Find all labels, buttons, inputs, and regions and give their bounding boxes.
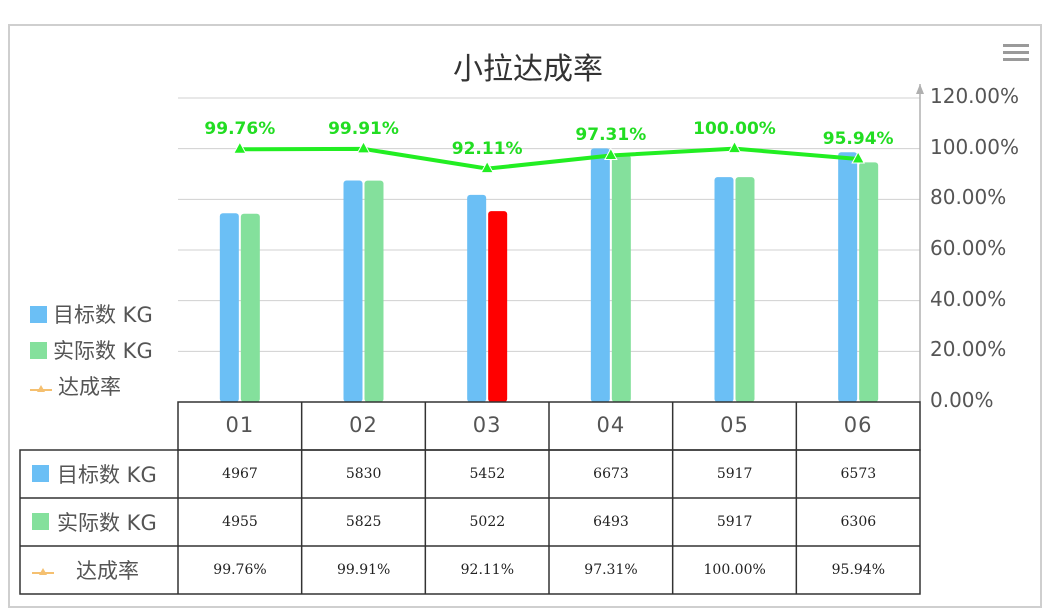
rate-data-label: 100.00% (693, 118, 776, 139)
bar-target (343, 180, 363, 402)
table-cell: 97.31% (584, 561, 638, 578)
table-cell: 99.91% (336, 561, 391, 578)
bar-target (838, 152, 858, 402)
rate-data-label: 99.91% (328, 118, 399, 139)
rate-point-marker (727, 140, 742, 154)
x-category-label: 04 (596, 413, 626, 437)
table-cell: 100.00% (703, 561, 766, 578)
table-row-label: 目标数 KG (20, 450, 178, 497)
rate-point-marker (480, 160, 495, 174)
bar-target (714, 177, 734, 402)
x-category-label: 02 (349, 413, 378, 437)
legend-item-rate[interactable]: 达成率 (30, 372, 121, 400)
table-cell: 4967 (222, 465, 258, 482)
y-tick-label: 40.00% (930, 286, 1007, 311)
table-cell: 5830 (345, 465, 382, 482)
table-cell: 6306 (840, 513, 877, 530)
axis-arrow-icon (916, 84, 924, 94)
table-cell: 5917 (716, 465, 753, 482)
table-body-border (19, 449, 921, 595)
y-tick-label: 20.00% (930, 337, 1007, 362)
legend-label-target: 目标数 KG (53, 303, 153, 327)
rate-data-label: 97.31% (575, 125, 647, 146)
bar-target (219, 213, 239, 402)
rate-point-marker (603, 147, 618, 160)
table-cell: 6493 (593, 513, 629, 530)
bar-actual (488, 211, 508, 402)
rate-line (239, 146, 859, 171)
table-row-label: 达成率 (20, 546, 178, 593)
y-tick-label: 120.00% (930, 84, 1019, 108)
legend-swatch-actual (30, 341, 47, 359)
rate-data-label: 92.11% (451, 138, 523, 159)
rate-data-label: 99.76% (204, 119, 276, 140)
table-cell: 5825 (345, 513, 382, 530)
bar-actual (364, 180, 384, 402)
legend-swatch-target (30, 305, 47, 323)
table-cell: 6673 (593, 465, 629, 482)
y-tick-label: 0.00% (930, 388, 994, 412)
chart-title: 小拉达成率 (453, 52, 603, 87)
legend-label-actual: 实际数 KG (53, 339, 153, 363)
table-line-marker-icon (32, 561, 54, 578)
x-category-label: 06 (843, 413, 873, 437)
rate-point-marker (851, 150, 866, 164)
table-swatch-actual (32, 513, 49, 530)
table-row-label: 实际数 KG (20, 498, 178, 545)
legend-label-rate: 达成率 (58, 375, 121, 399)
bar-target (467, 194, 487, 402)
rate-data-label: 95.94% (822, 128, 894, 149)
table-cell: 99.76% (213, 561, 267, 578)
rate-point-marker (356, 140, 371, 154)
bar-actual (611, 155, 631, 402)
table-cell: 92.11% (460, 561, 515, 578)
table-cell: 5022 (469, 513, 506, 530)
bar-target (590, 148, 610, 402)
legend-item-actual[interactable]: 实际数 KG (30, 336, 153, 364)
bar-actual (859, 162, 879, 402)
rate-point-marker (232, 141, 247, 154)
legend-item-target[interactable]: 目标数 KG (30, 300, 153, 328)
table-cell: 5917 (716, 513, 753, 530)
bar-actual (240, 213, 260, 402)
y-tick-label: 100.00% (930, 134, 1019, 159)
hamburger-menu-icon[interactable] (1003, 44, 1029, 64)
x-category-label: 01 (225, 413, 255, 437)
x-category-label: 03 (472, 413, 502, 437)
table-cell: 4955 (222, 513, 258, 530)
bar-actual (735, 177, 755, 402)
legend-line-marker-icon (30, 378, 52, 395)
table-cell: 95.94% (831, 561, 886, 578)
table-cell: 5452 (469, 465, 506, 482)
y-tick-label: 60.00% (930, 236, 1007, 260)
table-swatch-target (32, 465, 49, 482)
y-tick-label: 80.00% (930, 185, 1007, 210)
table-cell: 6573 (840, 465, 877, 482)
x-category-label: 05 (720, 413, 749, 437)
